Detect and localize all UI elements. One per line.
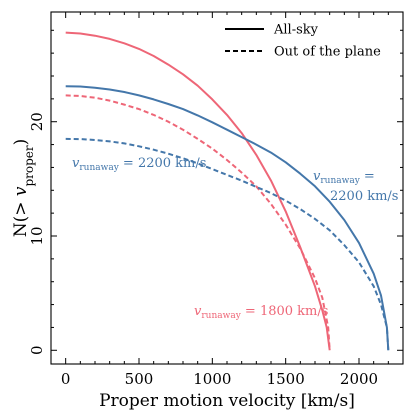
legend-label: All-sky (273, 23, 319, 38)
x-tick-label: 2000 (340, 370, 378, 388)
series-line-1 (65, 31, 331, 351)
series-line-2 (65, 94, 331, 351)
annotation-red: vrunaway = 1800 km/s (194, 304, 328, 321)
series-line-3 (65, 85, 390, 351)
annotation-blue-right-line2: 2200 km/s (330, 189, 398, 204)
x-tick-label: 1500 (267, 370, 305, 388)
x-tick-label: 1000 (193, 370, 231, 388)
annotation-blue-left: vrunaway = 2200 km/s (72, 156, 206, 173)
annotation-blue-right-line1: vrunaway = (313, 169, 375, 186)
y-tick-label: 10 (28, 226, 46, 245)
x-axis-label: Proper motion velocity [km/s] (99, 391, 355, 411)
plot-area (50, 11, 404, 365)
series-line-4 (65, 137, 390, 351)
y-tick-label: 0 (28, 346, 46, 356)
x-tick-label: 500 (125, 370, 154, 388)
y-tick-label: 20 (28, 112, 46, 131)
x-tick-label: 0 (61, 370, 71, 388)
y-axis-label: N(> vproper) (11, 139, 36, 238)
legend: All-sky Out of the plane (225, 23, 381, 60)
legend-label: Out of the plane (274, 45, 381, 60)
